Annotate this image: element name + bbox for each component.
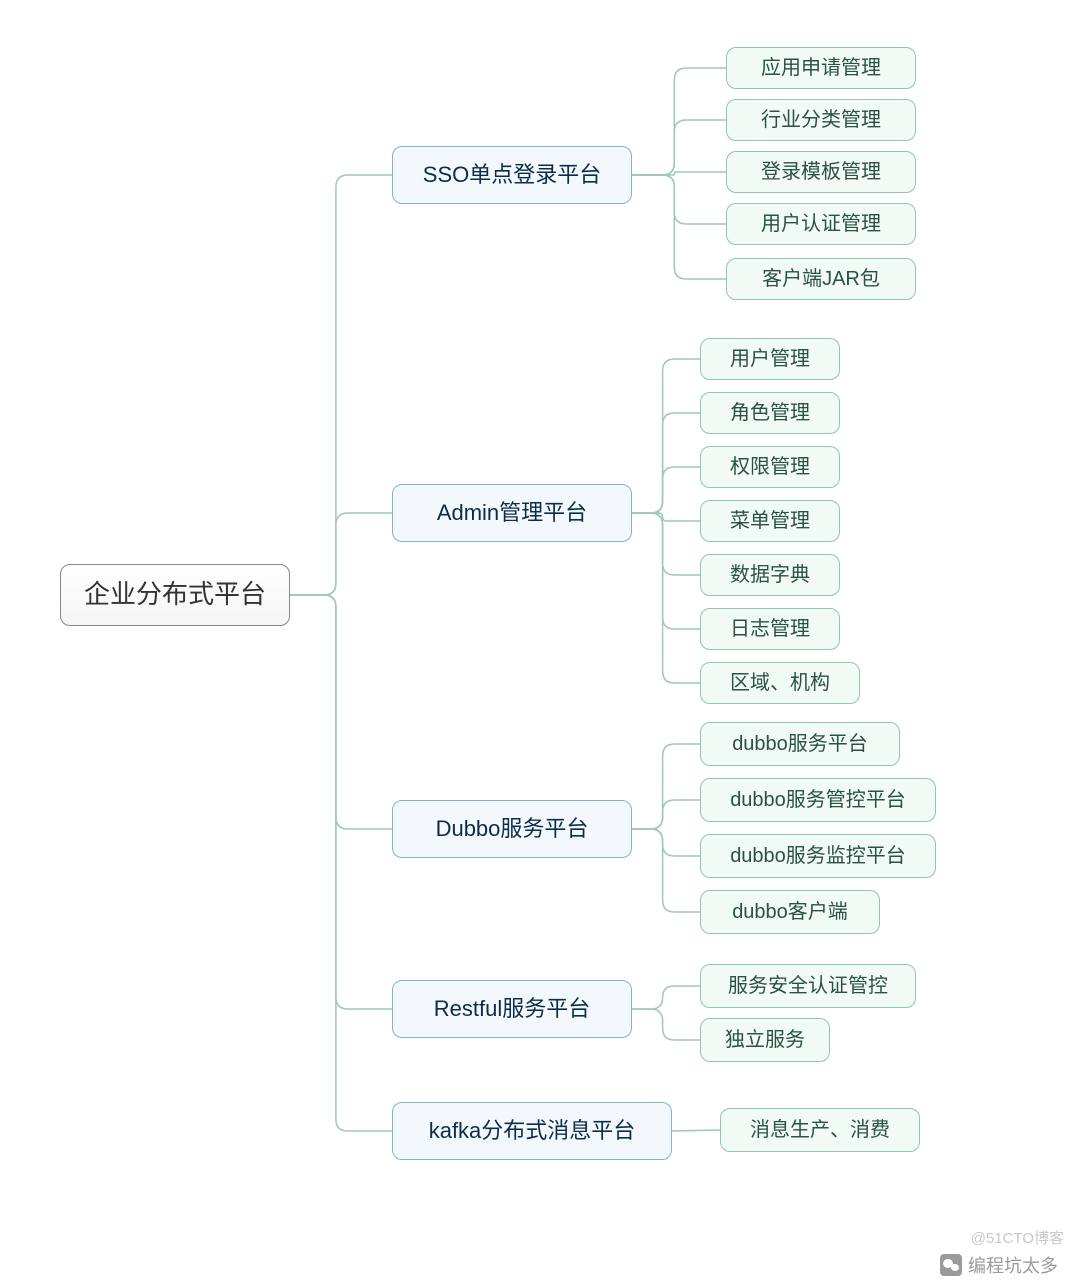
branch-node: Restful服务平台 [392, 980, 632, 1038]
footer-label: 编程坑太多 [968, 1252, 1058, 1278]
branch-node: Admin管理平台 [392, 484, 632, 542]
footer: 编程坑太多 [940, 1252, 1058, 1278]
leaf-node: 独立服务 [700, 1018, 830, 1062]
leaf-node: 角色管理 [700, 392, 840, 434]
leaf-node: 客户端JAR包 [726, 258, 916, 300]
leaf-node: dubbo客户端 [700, 890, 880, 934]
leaf-node: 用户管理 [700, 338, 840, 380]
leaf-node: 服务安全认证管控 [700, 964, 916, 1008]
leaf-node: 用户认证管理 [726, 203, 916, 245]
leaf-node: dubbo服务监控平台 [700, 834, 936, 878]
branch-node: Dubbo服务平台 [392, 800, 632, 858]
watermark-text: @51CTO博客 [971, 1227, 1064, 1248]
wechat-icon [940, 1254, 962, 1276]
root-node: 企业分布式平台 [60, 564, 290, 626]
leaf-node: 消息生产、消费 [720, 1108, 920, 1152]
branch-node: SSO单点登录平台 [392, 146, 632, 204]
leaf-node: dubbo服务管控平台 [700, 778, 936, 822]
leaf-node: dubbo服务平台 [700, 722, 900, 766]
leaf-node: 应用申请管理 [726, 47, 916, 89]
leaf-node: 菜单管理 [700, 500, 840, 542]
leaf-node: 日志管理 [700, 608, 840, 650]
leaf-node: 登录模板管理 [726, 151, 916, 193]
branch-node: kafka分布式消息平台 [392, 1102, 672, 1160]
leaf-node: 区域、机构 [700, 662, 860, 704]
leaf-node: 行业分类管理 [726, 99, 916, 141]
leaf-node: 权限管理 [700, 446, 840, 488]
leaf-node: 数据字典 [700, 554, 840, 596]
